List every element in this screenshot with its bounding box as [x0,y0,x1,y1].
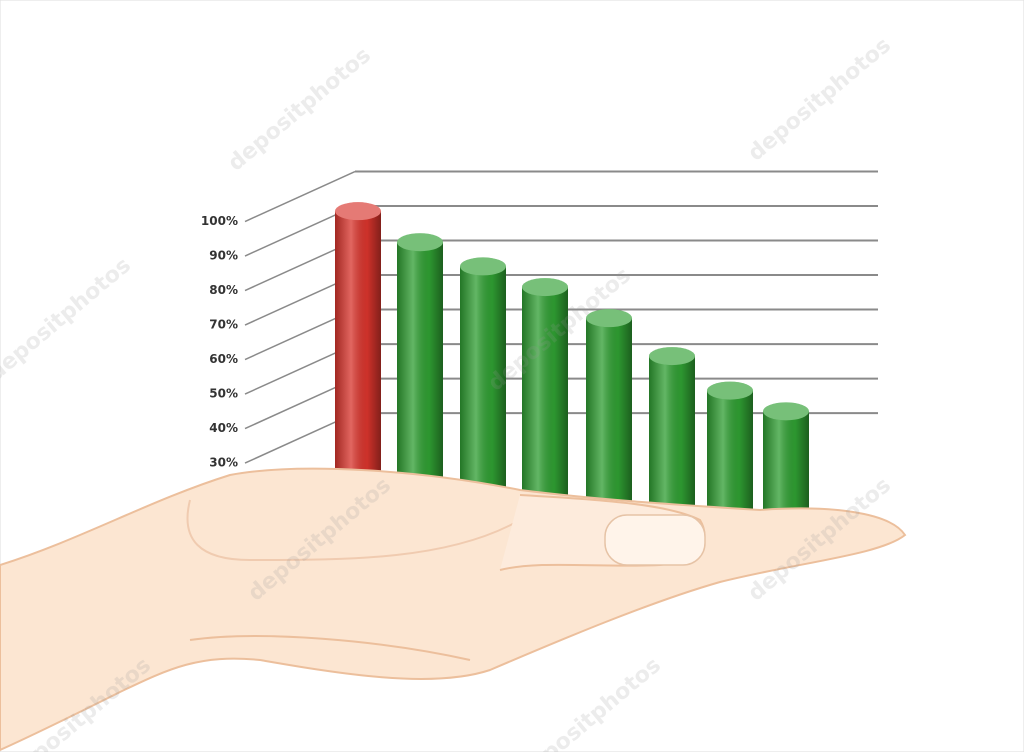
bar-top [335,202,381,221]
y-tick-label: 70% [209,318,238,332]
bar-shade [397,242,443,510]
y-tick-label: 100% [201,214,238,228]
bar-shade [707,390,753,510]
bar-shade [586,318,632,510]
hand [0,467,907,752]
bar-top-highlight [707,381,753,400]
crease [189,635,471,661]
bar-top-highlight [522,278,568,297]
bar-top-highlight [649,347,695,366]
bar-top [460,257,506,276]
bar-top-highlight [763,402,809,421]
bar-shade [522,287,568,510]
y-tick-label: 80% [209,283,238,297]
grid-line [244,170,356,223]
y-tick-label: 60% [209,352,238,366]
bar-top [397,233,443,252]
thumbnail [604,514,706,566]
y-tick-label: 30% [209,456,238,470]
bar-shade [763,411,809,510]
y-tick-label: 50% [209,387,238,401]
bar-top [763,402,809,421]
crease [186,499,521,562]
bar-shade [460,266,506,510]
bar-top-highlight [397,233,443,252]
bar-top-highlight [586,309,632,328]
bar-top-highlight [460,257,506,276]
bar-shade [335,211,381,510]
bar-top-highlight [335,202,381,221]
y-tick-label: 90% [209,249,238,263]
bars [335,202,809,510]
y-tick-label: 40% [209,421,238,435]
bar-top [649,347,695,366]
bar-top [707,381,753,400]
bar-top [522,278,568,297]
bar-shade [649,356,695,510]
bar-top [586,309,632,328]
